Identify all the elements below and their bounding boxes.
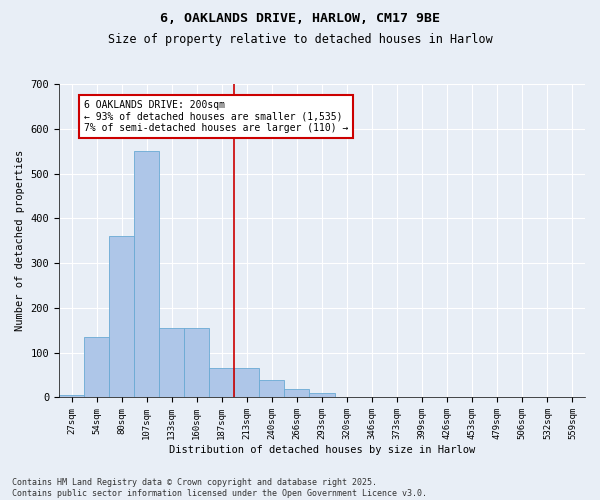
Text: Size of property relative to detached houses in Harlow: Size of property relative to detached ho… (107, 32, 493, 46)
Bar (184, 328, 209, 398)
Text: 6 OAKLANDS DRIVE: 200sqm
← 93% of detached houses are smaller (1,535)
7% of semi: 6 OAKLANDS DRIVE: 200sqm ← 93% of detach… (84, 100, 349, 133)
Bar (335, 396, 359, 398)
Bar (259, 380, 284, 398)
Bar (159, 328, 184, 398)
Text: 6, OAKLANDS DRIVE, HARLOW, CM17 9BE: 6, OAKLANDS DRIVE, HARLOW, CM17 9BE (160, 12, 440, 26)
Bar (235, 368, 259, 398)
Bar (59, 395, 84, 398)
Bar (84, 337, 109, 398)
Bar (284, 388, 310, 398)
X-axis label: Distribution of detached houses by size in Harlow: Distribution of detached houses by size … (169, 445, 475, 455)
Bar (310, 393, 335, 398)
Bar (134, 151, 159, 398)
Bar (209, 368, 235, 398)
Bar (109, 236, 134, 398)
Y-axis label: Number of detached properties: Number of detached properties (15, 150, 25, 332)
Text: Contains HM Land Registry data © Crown copyright and database right 2025.
Contai: Contains HM Land Registry data © Crown c… (12, 478, 427, 498)
